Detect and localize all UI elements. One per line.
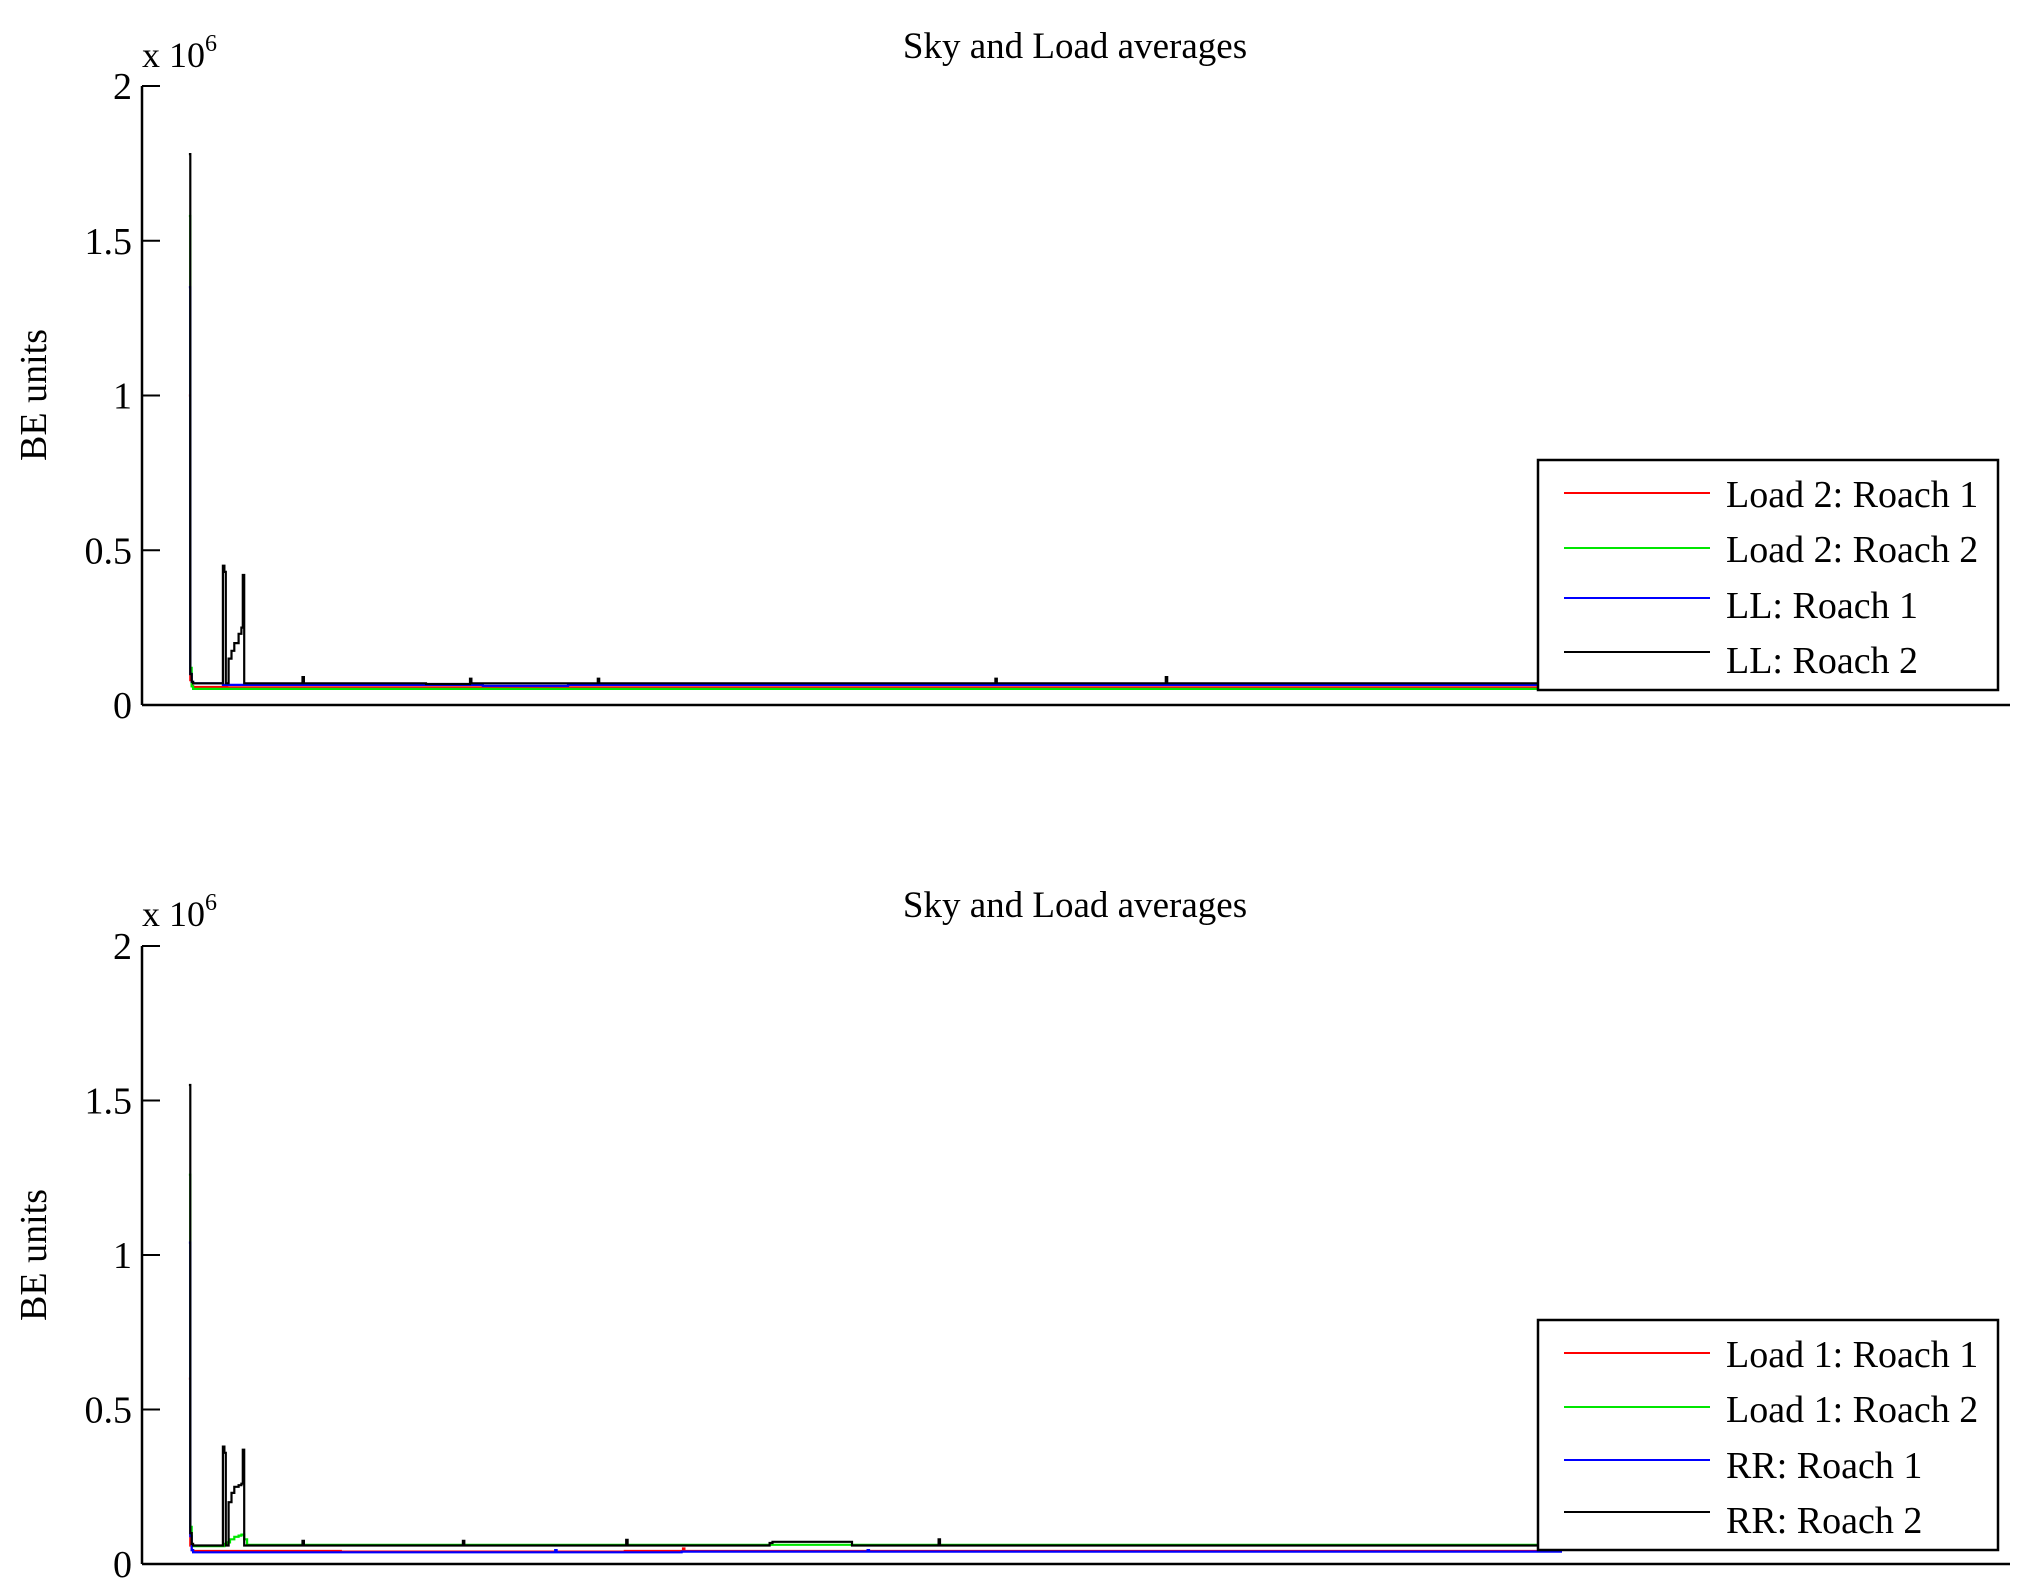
bottom-chart-legend-label-rr-roach1: RR: Roach 1 <box>1726 1445 1922 1487</box>
top-chart-legend: Load 2: Roach 1 Load 2: Roach 2 LL: Roac… <box>1536 458 2000 692</box>
top-chart-series-ll-roach-2 <box>188 153 1561 686</box>
bottom-chart-y-ticks: 0 0.5 1 1.5 2 <box>85 926 160 1586</box>
top-chart-y-tick-label: 0.5 <box>85 530 133 572</box>
top-chart-y-multiplier-base: x 10 <box>142 35 205 75</box>
top-chart-y-tick-label: 1.5 <box>85 221 133 263</box>
top-chart-legend-label-load2-roach2: Load 2: Roach 2 <box>1726 529 1978 571</box>
bottom-chart-y-tick-label: 2 <box>113 926 132 968</box>
bottom-chart-y-tick-label: 0.5 <box>85 1390 133 1432</box>
top-chart-title: Sky and Load averages <box>903 26 1247 67</box>
bottom-chart-y-multiplier-exponent: 6 <box>205 890 217 916</box>
bottom-chart-y-tick-label: 1.5 <box>85 1081 133 1123</box>
top-chart-series-load-2-roach-2 <box>188 214 1561 690</box>
bottom-chart-legend-label-load1-roach1: Load 1: Roach 1 <box>1726 1334 1978 1376</box>
bottom-chart-y-multiplier: x 106 <box>142 890 217 934</box>
bottom-chart-y-tick-label: 1 <box>113 1235 132 1277</box>
top-chart-legend-label-ll-roach2: LL: Roach 2 <box>1726 640 1918 682</box>
top-chart-y-multiplier-exponent: 6 <box>205 31 217 57</box>
bottom-chart-legend: Load 1: Roach 1 Load 1: Roach 2 RR: Roac… <box>1536 1318 2000 1552</box>
top-chart-y-multiplier: x 106 <box>142 31 217 75</box>
bottom-chart-panel: Sky and Load averages x 106 BE units 0 0.… <box>13 885 2010 1586</box>
bottom-chart-title: Sky and Load averages <box>903 885 1247 926</box>
top-chart-legend-label-ll-roach1: LL: Roach 1 <box>1726 585 1918 627</box>
top-chart-y-ticks: 0 0.5 1 1.5 2 <box>85 66 160 727</box>
bottom-chart-legend-label-load1-roach2: Load 1: Roach 2 <box>1726 1389 1978 1431</box>
top-chart-y-tick-label: 0 <box>113 685 132 727</box>
bottom-chart-series-rr-roach-2 <box>188 1083 1561 1547</box>
top-chart-legend-label-load2-roach1: Load 2: Roach 1 <box>1726 474 1978 516</box>
bottom-chart-plot-area <box>188 1083 1562 1554</box>
bottom-chart-y-tick-label: 0 <box>113 1544 132 1586</box>
top-chart-plot-area <box>188 153 1561 690</box>
bottom-chart-series-rr-roach-1 <box>188 1241 1562 1554</box>
top-chart-y-tick-label: 1 <box>113 376 132 418</box>
bottom-chart-legend-label-rr-roach2: RR: Roach 2 <box>1726 1500 1922 1542</box>
bottom-chart-y-axis-label: BE units <box>13 1189 55 1321</box>
bottom-chart-y-multiplier-base: x 10 <box>142 894 205 934</box>
top-chart-y-axis-label: BE units <box>13 329 55 461</box>
top-chart-panel: Sky and Load averages x 106 BE units 0 0.… <box>13 26 2010 727</box>
top-chart-y-tick-label: 2 <box>113 66 132 108</box>
